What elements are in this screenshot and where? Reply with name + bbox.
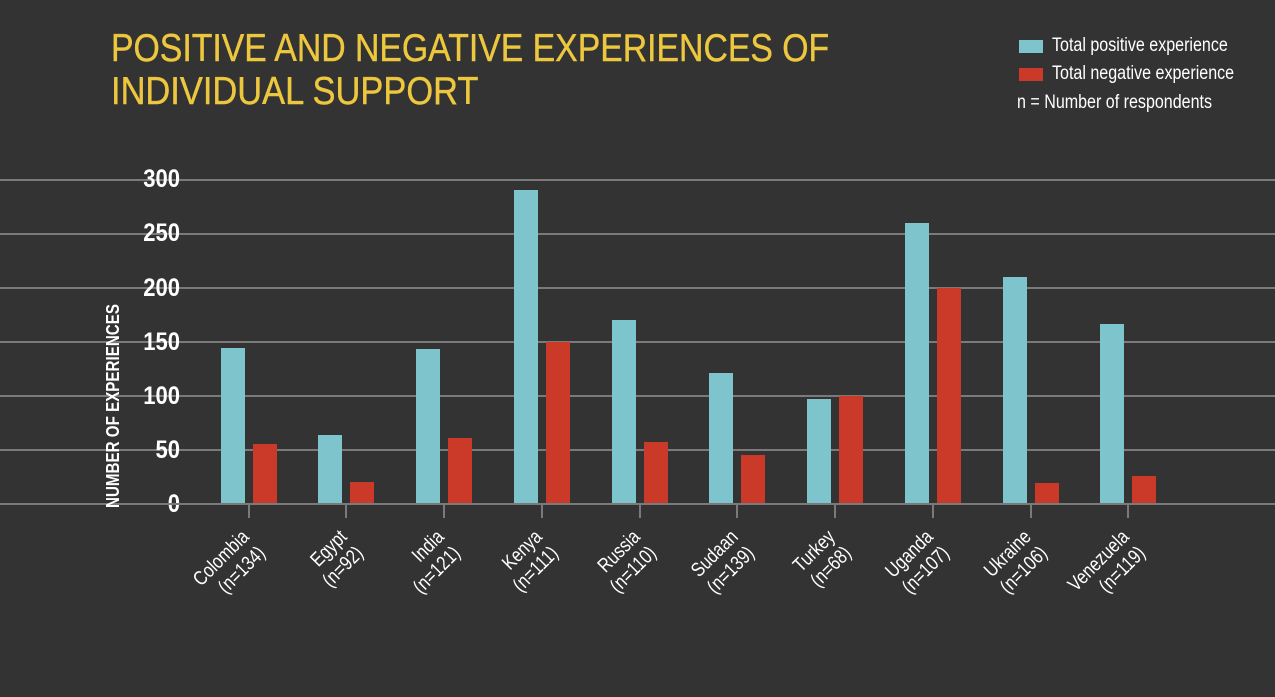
positive-swatch-icon [1019, 40, 1043, 53]
bar-negative-ukraine [1035, 483, 1059, 505]
y-tick-label: 300 [74, 165, 180, 193]
bar-negative-russia [644, 442, 668, 505]
gridline [0, 449, 1275, 451]
chart-title-line1: POSITIVE AND NEGATIVE EXPERIENCES OF [111, 27, 829, 71]
y-tick-label: 50 [74, 436, 180, 464]
y-tick-label: 100 [74, 382, 180, 410]
bar-positive-venezuela [1100, 324, 1124, 505]
bar-negative-turkey [839, 396, 863, 504]
gridline [0, 179, 1275, 181]
y-tick-label: 250 [74, 219, 180, 247]
x-axis-tick [639, 504, 641, 518]
x-axis-tick [834, 504, 836, 518]
bar-positive-uganda [905, 223, 929, 504]
x-axis-tick [736, 504, 738, 518]
negative-swatch-icon [1019, 68, 1043, 81]
legend-label-positive: Total positive experience [1052, 35, 1228, 56]
x-axis-tick [443, 504, 445, 518]
legend-label-negative: Total negative experience [1052, 63, 1234, 84]
bar-positive-kenya [514, 190, 538, 505]
bar-negative-colombia [253, 444, 277, 505]
bar-negative-kenya [546, 342, 570, 504]
x-axis-tick [345, 504, 347, 518]
bar-positive-ukraine [1003, 277, 1027, 504]
bar-negative-uganda [937, 288, 961, 504]
gridline [0, 341, 1275, 343]
y-axis-title: NUMBER OF EXPERIENCES [102, 304, 124, 508]
bar-negative-venezuela [1132, 476, 1156, 504]
x-axis-tick [1127, 504, 1129, 518]
bar-positive-sudaan [709, 373, 733, 504]
x-axis-tick [1030, 504, 1032, 518]
gridline [0, 287, 1275, 289]
x-axis-tick [248, 504, 250, 518]
bar-positive-colombia [221, 348, 245, 505]
bar-positive-russia [612, 320, 636, 504]
y-tick-label: 200 [74, 274, 180, 302]
bar-positive-india [416, 349, 440, 505]
chart-title-line2: INDIVIDUAL SUPPORT [111, 70, 843, 114]
y-tick-label: 150 [74, 328, 180, 356]
legend-note: n = Number of respondents [1017, 92, 1212, 113]
x-axis-tick [932, 504, 934, 518]
gridline [0, 233, 1275, 235]
x-axis-line [0, 503, 1275, 505]
bar-negative-egypt [350, 482, 374, 505]
bar-negative-sudaan [741, 455, 765, 505]
gridline [0, 395, 1275, 397]
bar-negative-india [448, 438, 472, 504]
bar-positive-egypt [318, 435, 342, 504]
bar-positive-turkey [807, 399, 831, 504]
x-axis-tick [541, 504, 543, 518]
